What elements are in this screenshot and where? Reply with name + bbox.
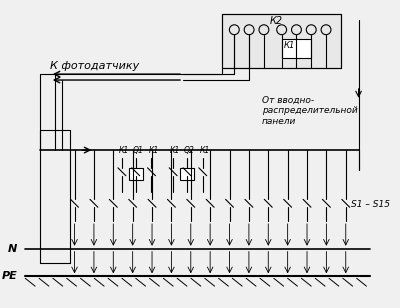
Text: S1 – S15: S1 – S15 [351, 200, 390, 209]
Text: От вводно-
распределительной
панели: От вводно- распределительной панели [262, 96, 358, 126]
Text: К1: К1 [119, 146, 129, 155]
Bar [222, 14, 341, 68]
Text: N: N [8, 244, 17, 254]
Text: К1: К1 [148, 146, 159, 155]
Bar [282, 38, 311, 58]
Text: К1: К1 [170, 146, 180, 155]
Text: PE: PE [2, 271, 17, 281]
Text: Q1: Q1 [133, 146, 144, 155]
Text: К фотодатчику: К фотодатчику [50, 61, 139, 71]
Bar [129, 168, 142, 180]
Text: К1: К1 [284, 41, 295, 50]
Text: К1: К1 [200, 146, 210, 155]
Bar [180, 168, 194, 180]
Text: К2: К2 [270, 16, 283, 26]
Text: Q2: Q2 [184, 146, 195, 155]
